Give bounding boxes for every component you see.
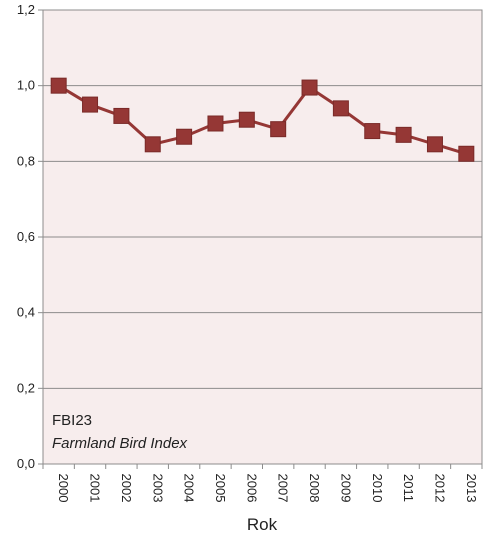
data-point-marker xyxy=(301,79,318,96)
data-point-marker xyxy=(458,145,475,162)
data-point-marker xyxy=(113,107,130,124)
x-tick-label: 2013 xyxy=(464,474,479,503)
data-point-marker xyxy=(50,77,67,94)
x-tick-label: 2008 xyxy=(307,474,322,503)
data-point-marker xyxy=(364,123,381,140)
y-tick-label: 0,0 xyxy=(17,456,35,471)
data-point-marker xyxy=(395,126,412,143)
y-tick-label: 0,2 xyxy=(17,380,35,395)
annotation-fbi23: FBI23 xyxy=(52,412,92,429)
x-tick-label: 2007 xyxy=(276,474,291,503)
annotation-farmland-bird-index: Farmland Bird Index xyxy=(52,435,188,452)
x-tick-label: 2001 xyxy=(88,474,103,503)
y-axis-ticks: 0,0 0,2 0,4 0,6 0,8 1,0 1,2 xyxy=(17,2,43,471)
data-point-marker xyxy=(270,121,287,138)
x-axis-title: Rok xyxy=(247,515,278,534)
y-tick-label: 1,2 xyxy=(17,2,35,17)
x-tick-label: 2005 xyxy=(213,474,228,503)
x-tick-label: 2000 xyxy=(56,474,71,503)
data-point-marker xyxy=(207,115,224,132)
data-point-marker xyxy=(426,136,443,153)
y-tick-label: 1,0 xyxy=(17,78,35,93)
series-farmland-bird-index xyxy=(50,77,475,162)
x-tick-label: 2004 xyxy=(182,474,197,503)
y-tick-label: 0,8 xyxy=(17,153,35,168)
data-point-marker xyxy=(176,128,193,145)
gridlines xyxy=(43,9,482,465)
x-axis-ticks: 2000 2001 2002 2003 2004 2005 2006 2007 2008 2009… xyxy=(42,464,483,503)
x-tick-label: 2010 xyxy=(370,474,385,503)
y-tick-label: 0,4 xyxy=(17,305,35,320)
x-tick-label: 2002 xyxy=(119,474,134,503)
x-tick-label: 2009 xyxy=(338,474,353,503)
x-tick-label: 2006 xyxy=(244,474,259,503)
data-point-marker xyxy=(332,100,349,117)
x-tick-label: 2003 xyxy=(150,474,165,503)
x-tick-label: 2011 xyxy=(401,474,416,502)
data-point-marker xyxy=(82,96,99,113)
y-tick-label: 0,6 xyxy=(17,229,35,244)
x-tick-label: 2012 xyxy=(433,474,448,503)
data-point-marker xyxy=(144,136,161,153)
data-point-marker xyxy=(238,111,255,128)
